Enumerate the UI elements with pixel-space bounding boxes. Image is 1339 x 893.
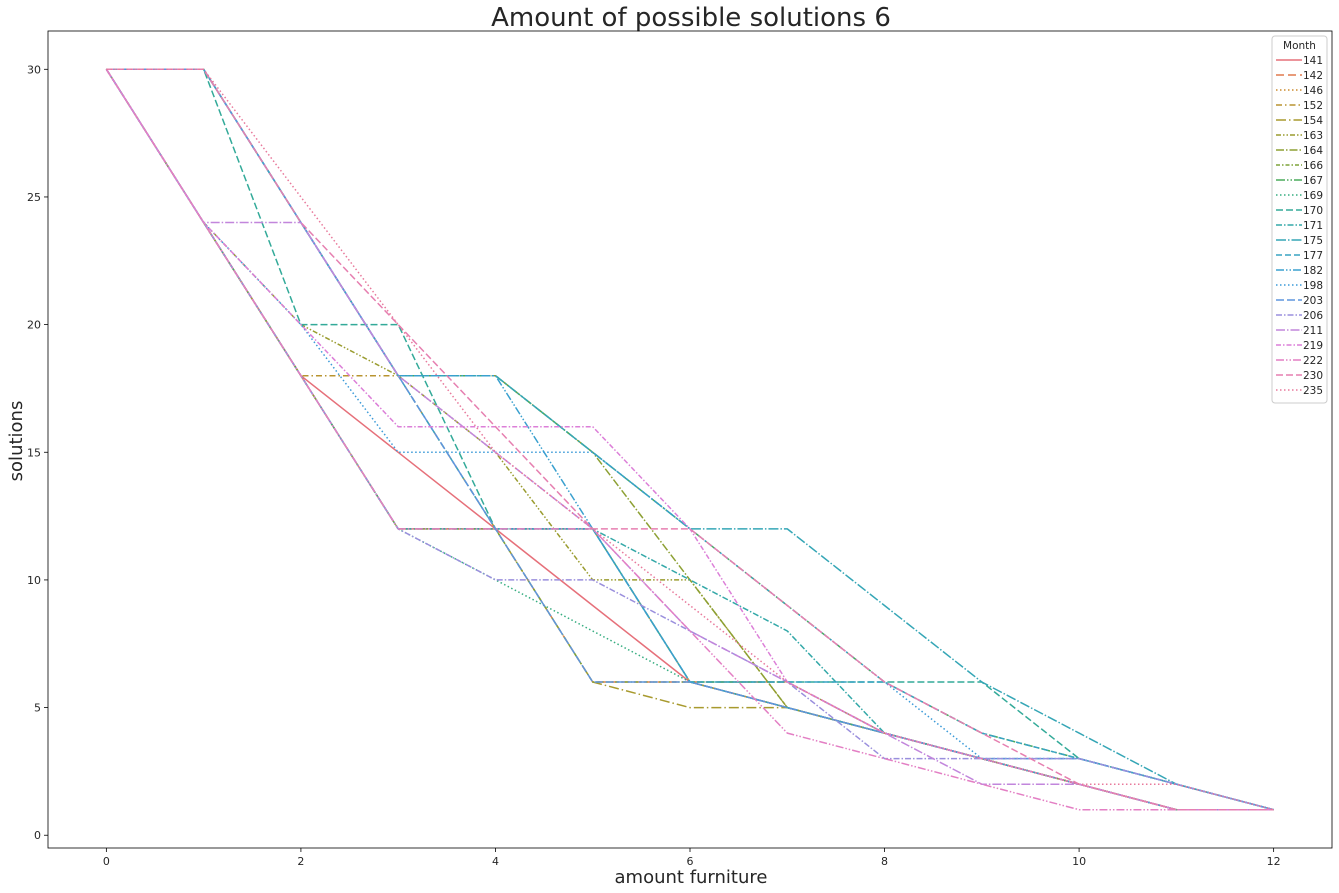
legend-label-141: 141	[1303, 55, 1323, 67]
series-line-154	[105, 68, 1274, 811]
series-line-219	[105, 68, 1274, 811]
legend-label-175: 175	[1303, 235, 1323, 247]
y-tick-label: 30	[27, 63, 41, 76]
series-line-222	[105, 68, 1274, 811]
y-tick-label: 5	[34, 702, 41, 715]
y-tick-label: 25	[27, 191, 41, 204]
legend-label-206: 206	[1303, 310, 1323, 322]
legend-label-211: 211	[1303, 325, 1323, 337]
legend-label-146: 146	[1303, 85, 1323, 97]
series-line-141	[105, 68, 1274, 811]
x-tick-label: 8	[881, 855, 888, 868]
series-line-166	[105, 68, 1274, 811]
plot-area	[47, 30, 1333, 849]
legend-label-152: 152	[1303, 100, 1323, 112]
legend-label-170: 170	[1303, 205, 1323, 217]
chart-title: Amount of possible solutions 6	[491, 3, 891, 33]
x-tick-label: 6	[687, 855, 694, 868]
series-line-211	[105, 68, 1274, 811]
series-line-175	[106, 68, 1274, 811]
series-line-167	[106, 68, 1274, 811]
series-line-198	[105, 68, 1274, 811]
series-line-177	[106, 68, 1274, 811]
legend-label-163: 163	[1303, 130, 1323, 142]
x-tick-label: 2	[297, 855, 304, 868]
x-tick-label: 12	[1267, 855, 1281, 868]
y-axis: 0 5 10 15 20 25 30	[27, 63, 48, 842]
y-axis-title: solutions	[6, 401, 27, 482]
legend-label-164: 164	[1303, 145, 1323, 157]
series-line-142	[105, 68, 1274, 811]
series-line-203	[106, 68, 1274, 811]
series-line-230	[106, 68, 1274, 811]
legend-label-198: 198	[1303, 280, 1323, 292]
y-tick-label: 15	[27, 446, 41, 459]
series-line-152	[105, 68, 1274, 811]
x-tick-label: 10	[1072, 855, 1086, 868]
legend-label-171: 171	[1303, 220, 1323, 232]
series-line-206	[105, 68, 1274, 811]
y-tick-label: 20	[27, 319, 41, 332]
series-line-235	[106, 68, 1274, 811]
legend-label-222: 222	[1303, 355, 1323, 367]
legend-label-169: 169	[1303, 190, 1323, 202]
legend-title: Month	[1283, 40, 1316, 52]
series-line-171	[105, 68, 1274, 811]
series-line-170	[106, 68, 1274, 811]
series-line-182	[106, 68, 1274, 811]
legend-box	[1271, 35, 1328, 404]
y-tick-label: 10	[27, 574, 41, 587]
series-line-146	[105, 68, 1274, 811]
x-tick-label: 4	[492, 855, 499, 868]
legend-label-177: 177	[1303, 250, 1323, 262]
legend-label-203: 203	[1303, 295, 1323, 307]
legend-label-166: 166	[1303, 160, 1323, 172]
series-line-164	[106, 68, 1274, 811]
x-tick-label: 0	[103, 855, 110, 868]
legend: Month 141 142 146 152 154 163 164 166 167 169 170 17…	[1271, 35, 1328, 404]
x-axis: 0 2 4 6 8 10 12	[103, 848, 1281, 868]
legend-label-182: 182	[1303, 265, 1323, 277]
series-line-169	[105, 68, 1274, 811]
legend-label-142: 142	[1303, 70, 1323, 82]
legend-label-235: 235	[1303, 385, 1323, 397]
y-tick-label: 0	[34, 829, 41, 842]
legend-label-167: 167	[1303, 175, 1323, 187]
legend-label-230: 230	[1303, 370, 1323, 382]
legend-label-219: 219	[1303, 340, 1323, 352]
series-line-163	[105, 68, 1274, 811]
plot-frame	[47, 30, 1333, 849]
legend-label-154: 154	[1303, 115, 1323, 127]
x-axis-title: amount furniture	[615, 867, 768, 888]
